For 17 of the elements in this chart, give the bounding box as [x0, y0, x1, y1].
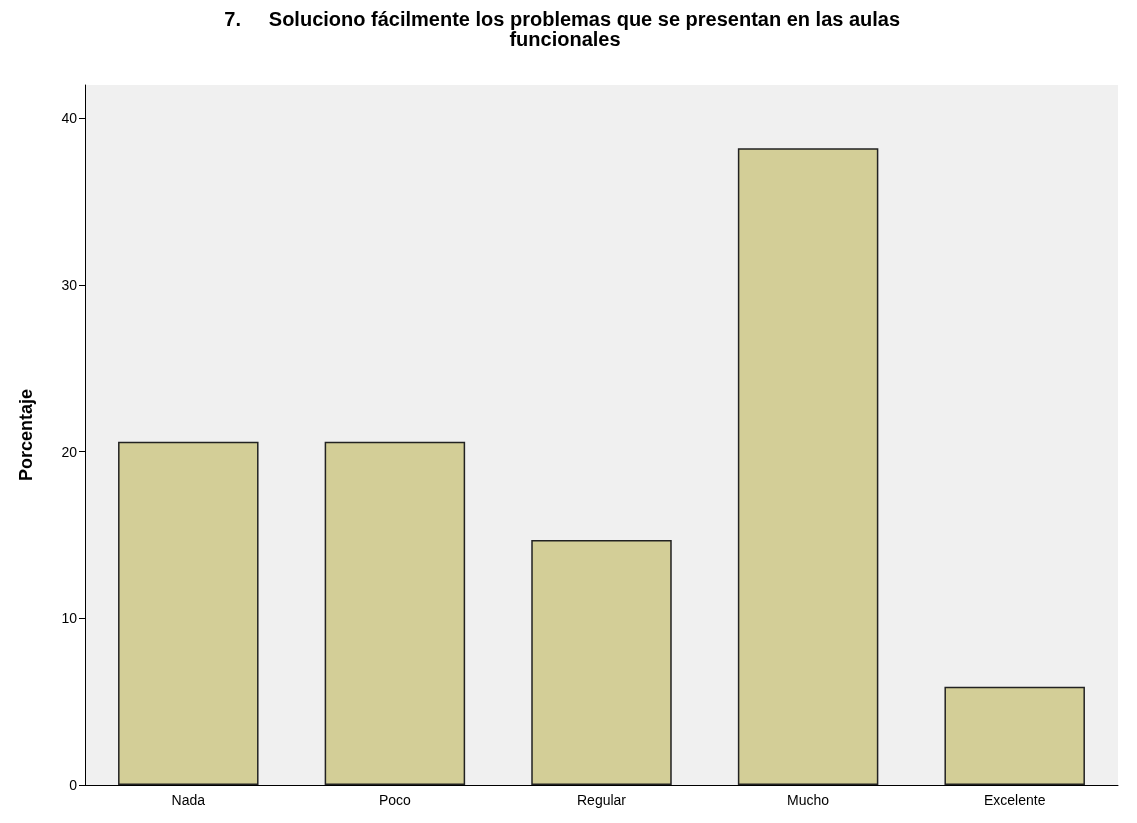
x-tick-label: Regular [576, 792, 627, 808]
bar [118, 441, 259, 785]
x-tick-label: Poco [378, 792, 412, 808]
bar [944, 686, 1085, 785]
y-tick-label: 20 [61, 443, 78, 460]
y-axis-title: Porcentaje [16, 388, 36, 482]
x-tick-label: Excelente [983, 792, 1046, 808]
bar [531, 540, 672, 785]
bar [737, 148, 879, 785]
x-tick-label: Mucho [787, 792, 830, 808]
x-tick-label: Nada [171, 792, 206, 808]
y-tick-label: 30 [61, 277, 78, 293]
y-tick-label: 40 [61, 110, 78, 127]
y-tick-label: 0 [69, 777, 78, 793]
bar [324, 441, 466, 785]
y-tick-label: 10 [61, 610, 78, 627]
chart-title: 7. Soluciono fácilmente los problemas que se presentan en las aulas funcionales [224, 8, 906, 50]
